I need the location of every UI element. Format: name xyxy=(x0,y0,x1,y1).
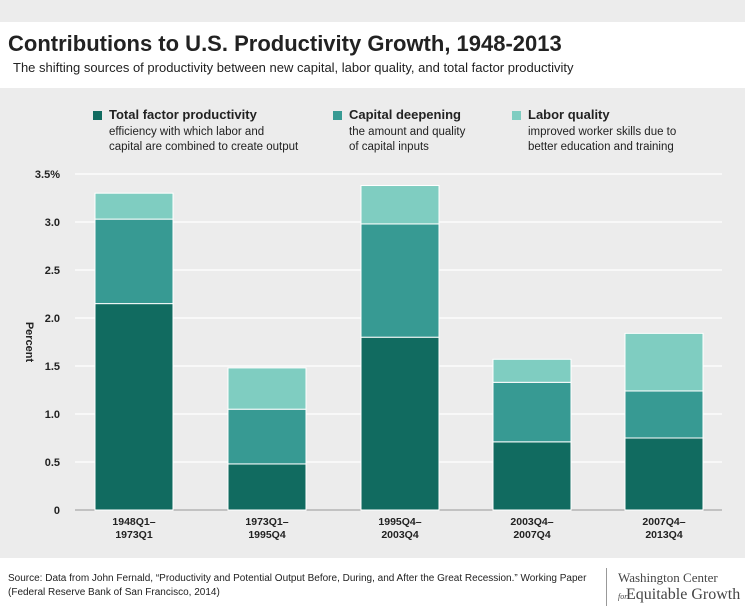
x-tick-label-1-0: 1973Q1– xyxy=(245,516,288,528)
chart-subtitle: The shifting sources of productivity bet… xyxy=(13,60,574,75)
bar-labor-quality-3 xyxy=(492,358,572,383)
y-tick-label-6: 3.0 xyxy=(45,217,60,229)
y-tick-label-0: 0 xyxy=(54,505,60,517)
bar-total-factor-productivity-4 xyxy=(624,437,704,511)
logo-for: for xyxy=(618,592,628,601)
x-tick-label-0-1: 1973Q1 xyxy=(115,529,153,541)
legend-name-tfp: Total factor productivity xyxy=(109,107,257,122)
x-tick-label-4-0: 2007Q4– xyxy=(642,516,685,528)
y-tick-label-4: 2.0 xyxy=(45,313,60,325)
x-tick-label-2-1: 2003Q4 xyxy=(381,529,419,541)
source-text: Data from John Fernald, “Productivity an… xyxy=(8,573,587,598)
x-tick-label-0-0: 1948Q1– xyxy=(112,516,155,528)
y-tick-label-2: 1.0 xyxy=(45,409,60,421)
legend-desc-labor-line1: improved worker skills due to xyxy=(528,126,677,138)
source-note: Source: Data from John Fernald, “Product… xyxy=(8,572,598,600)
stacked-bar-chart: 00.51.01.52.02.53.03.5%Percent1948Q1–197… xyxy=(23,169,722,541)
top-strip xyxy=(0,0,745,22)
bar-capital-deepening-1 xyxy=(227,408,307,465)
bar-total-factor-productivity-2 xyxy=(360,336,440,511)
x-tick-label-4-1: 2013Q4 xyxy=(645,529,683,541)
logo-line2: Equitable Growth xyxy=(626,586,741,603)
y-tick-label-5: 2.5 xyxy=(45,265,60,277)
bar-total-factor-productivity-1 xyxy=(227,463,307,511)
bar-capital-deepening-2 xyxy=(360,223,440,338)
bar-labor-quality-4 xyxy=(624,332,704,392)
bar-capital-deepening-4 xyxy=(624,390,704,439)
legend-desc-tfp: efficiency with which labor and capital … xyxy=(109,125,298,155)
y-tick-label-7: 3.5% xyxy=(35,169,60,181)
legend-desc-labor-line2: better education and training xyxy=(528,141,674,153)
legend-swatch-tfp xyxy=(93,111,102,120)
x-tick-label-1-1: 1995Q4 xyxy=(248,529,286,541)
legend-swatch-capital xyxy=(333,111,342,120)
source-label: Source: xyxy=(8,573,43,584)
y-axis-label: Percent xyxy=(23,322,35,363)
legend-swatch-labor xyxy=(512,111,521,120)
y-tick-label-1: 0.5 xyxy=(45,457,60,469)
legend-desc-capital-line2: of capital inputs xyxy=(349,141,429,153)
legend-name-labor: Labor quality xyxy=(528,107,610,122)
legend-desc-labor: improved worker skills due to better edu… xyxy=(528,125,676,155)
bar-labor-quality-0 xyxy=(94,192,174,220)
footer xyxy=(0,558,745,616)
legend-name-capital: Capital deepening xyxy=(349,107,461,122)
x-tick-label-3-0: 2003Q4– xyxy=(510,516,553,528)
logo-line1: Washington Center xyxy=(618,570,718,585)
legend-desc-capital: the amount and quality of capital inputs xyxy=(349,125,465,155)
x-tick-label-3-1: 2007Q4 xyxy=(513,529,551,541)
legend-desc-capital-line1: the amount and quality xyxy=(349,126,466,138)
bar-capital-deepening-0 xyxy=(94,218,174,305)
bar-labor-quality-1 xyxy=(227,367,307,410)
bar-total-factor-productivity-0 xyxy=(94,303,174,511)
x-tick-label-2-0: 1995Q4– xyxy=(378,516,421,528)
bar-total-factor-productivity-3 xyxy=(492,441,572,511)
logo-divider xyxy=(606,568,607,606)
legend-desc-tfp-line1: efficiency with which labor and xyxy=(109,126,265,138)
legend-desc-tfp-line2: capital are combined to create output xyxy=(109,141,299,153)
bar-labor-quality-2 xyxy=(360,185,440,225)
chart-title: Contributions to U.S. Productivity Growt… xyxy=(8,31,562,56)
bar-capital-deepening-3 xyxy=(492,381,572,443)
y-tick-label-3: 1.5 xyxy=(45,361,60,373)
